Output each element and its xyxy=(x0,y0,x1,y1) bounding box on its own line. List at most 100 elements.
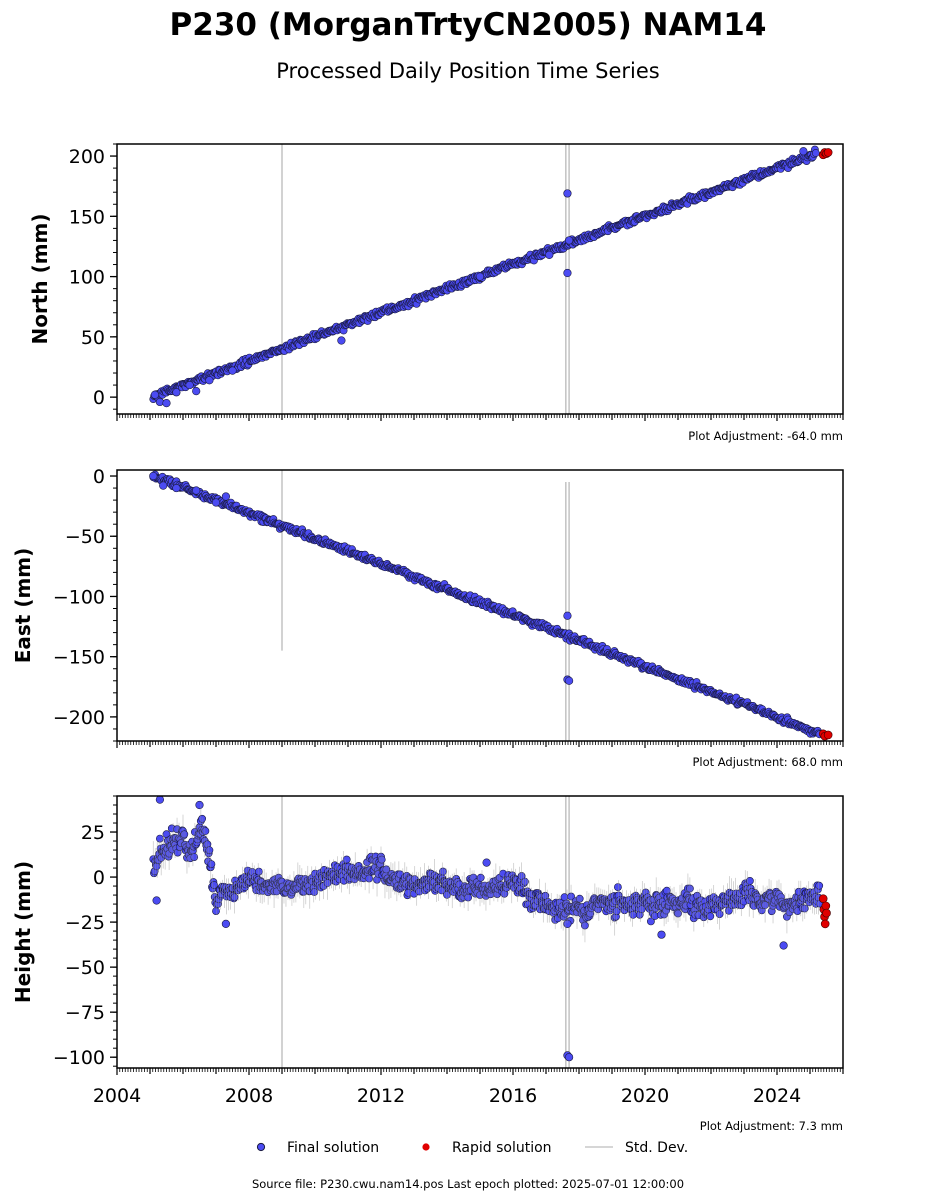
final-point xyxy=(254,867,263,876)
x-tick-label: 2008 xyxy=(225,1085,273,1107)
final-point xyxy=(150,390,160,399)
final-point xyxy=(155,397,164,407)
y-tick-label: −50 xyxy=(65,526,105,548)
final-point xyxy=(799,147,808,156)
final-point xyxy=(811,149,820,157)
x-tick-label: 2016 xyxy=(489,1085,537,1107)
y-tick-label: −75 xyxy=(65,1002,105,1024)
final-point xyxy=(155,795,164,804)
final-point xyxy=(172,483,181,493)
y-tick-label: −50 xyxy=(65,957,105,979)
y-axis-label: East (mm) xyxy=(11,548,35,664)
final-point xyxy=(815,881,824,890)
final-point xyxy=(482,858,491,867)
stddev-bars xyxy=(281,144,570,414)
rapid-point xyxy=(818,894,828,903)
final-point xyxy=(575,894,584,903)
final-point xyxy=(149,471,158,481)
rapid-solution-series xyxy=(818,148,833,160)
y-axis-label: Height (mm) xyxy=(11,861,35,1003)
final-point xyxy=(563,611,572,620)
final-point xyxy=(211,498,221,507)
final-point xyxy=(201,827,210,835)
legend-final-label: Final solution xyxy=(287,1140,379,1156)
final-point xyxy=(192,486,201,495)
chart-subtitle: Processed Daily Position Time Series xyxy=(276,59,660,83)
final-point xyxy=(614,883,622,891)
final-point xyxy=(207,860,216,868)
final-point xyxy=(746,877,754,885)
y-tick-label: 200 xyxy=(69,146,105,168)
stddev-bars xyxy=(281,470,570,741)
y-tick-label: −100 xyxy=(53,586,105,608)
final-point xyxy=(647,917,655,926)
final-point xyxy=(545,250,554,259)
rapid-point xyxy=(823,730,833,740)
final-point xyxy=(180,830,189,839)
rapid-point xyxy=(823,148,833,157)
x-tick-label: 2024 xyxy=(753,1085,801,1107)
x-tick-label: 2012 xyxy=(357,1085,405,1107)
final-point xyxy=(159,481,168,490)
rapid-solution-series xyxy=(818,729,833,741)
final-point xyxy=(563,268,572,278)
x-tick-label: 2004 xyxy=(93,1085,141,1107)
final-point xyxy=(221,492,230,501)
y-axis-label: North (mm) xyxy=(28,213,52,344)
final-point xyxy=(210,881,218,889)
plot-frame xyxy=(116,795,844,1069)
final-solution-series xyxy=(149,795,824,1062)
final-point xyxy=(205,376,214,385)
final-point xyxy=(657,930,666,939)
final-point xyxy=(779,941,788,950)
final-point xyxy=(205,846,214,855)
plot-adjustment-label: Plot Adjustment: 7.3 mm xyxy=(700,1119,843,1133)
final-point xyxy=(195,800,204,810)
final-point xyxy=(152,896,161,905)
panel-north: 0 50 100 150 200 North (mm) Plot Adjustment: -… xyxy=(28,143,844,443)
final-point xyxy=(228,366,237,375)
legend-rapid-marker xyxy=(422,1143,430,1151)
y-tick-label: 100 xyxy=(69,267,105,289)
y-tick-label: −200 xyxy=(53,707,105,729)
legend-final-marker xyxy=(256,1142,266,1152)
final-point xyxy=(198,814,206,823)
rapid-solution-series xyxy=(818,894,831,929)
y-tick-label: −25 xyxy=(65,912,105,934)
plot-adjustment-label: Plot Adjustment: 68.0 mm xyxy=(692,755,843,769)
plot-adjustment-label: Plot Adjustment: -64.0 mm xyxy=(688,429,843,443)
final-point xyxy=(377,855,386,864)
legend-rapid-label: Rapid solution xyxy=(452,1140,552,1156)
final-point xyxy=(337,336,346,345)
final-point xyxy=(706,912,715,921)
y-tick-label: 25 xyxy=(81,822,105,844)
final-solution-series xyxy=(149,145,820,408)
y-tick-label: −150 xyxy=(53,647,105,669)
rapid-point xyxy=(822,908,831,918)
final-point xyxy=(221,919,230,928)
final-point xyxy=(475,272,485,281)
panel-east: 0 −50 −100 −150 −200 East (mm) Plot Adjustment… xyxy=(11,466,844,769)
final-point xyxy=(564,236,574,245)
legend: Final solution Rapid solution Std. Dev. xyxy=(256,1140,688,1156)
stddev-bars xyxy=(281,796,570,1068)
rapid-point xyxy=(821,901,831,911)
final-point xyxy=(185,380,194,390)
chart-title: P230 (MorganTrtyCN2005) NAM14 xyxy=(170,7,767,43)
x-tick-label: 2020 xyxy=(621,1085,669,1107)
height-error-whiskers xyxy=(152,803,819,943)
final-point xyxy=(155,834,164,843)
final-point xyxy=(564,1053,574,1062)
y-tick-label: 0 xyxy=(93,466,105,488)
rapid-point xyxy=(820,919,830,929)
source-info: Source file: P230.cwu.nam14.pos Last epo… xyxy=(252,1177,684,1191)
panel-height: 25 0 −25 −50 −75 −100 2004 2008 2012 2016 2020 2024… xyxy=(11,795,844,1133)
final-point xyxy=(342,855,351,864)
y-tick-label: −100 xyxy=(53,1047,105,1069)
final-point xyxy=(192,386,201,396)
final-point xyxy=(162,399,171,408)
y-tick-label: 0 xyxy=(93,387,105,409)
y-tick-label: 150 xyxy=(69,206,105,228)
final-point xyxy=(563,189,572,198)
